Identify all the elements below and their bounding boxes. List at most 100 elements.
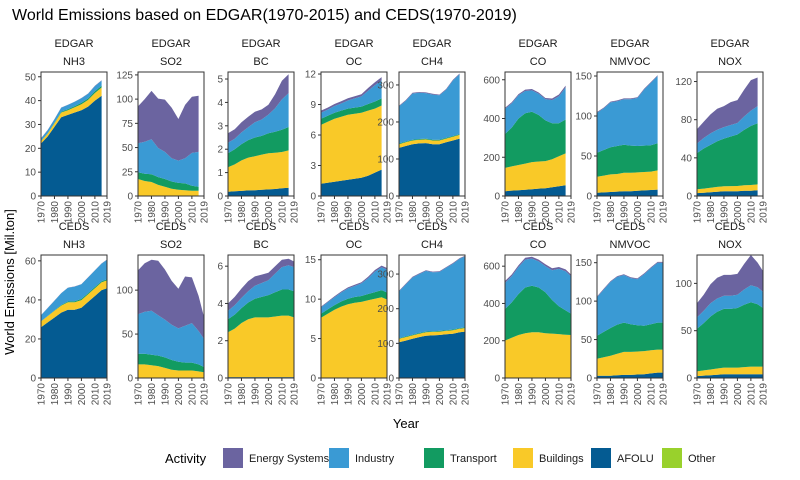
panel-border [596,254,664,379]
legend-label-energy-systems: Energy Systems [249,453,330,465]
area-buildings [505,153,566,192]
x-tick-label: 2019 [383,201,394,224]
x-tick-label: 1990 [619,201,630,224]
x-axis-label: Year [393,416,420,431]
facet-pollutant-label: NH3 [63,239,85,251]
y-tick-label: 9 [310,100,316,111]
y-tick-label: 0 [30,374,36,385]
x-tick-label: 2019 [290,383,301,406]
facet-source-label: CEDS [715,221,746,233]
x-tick-label: 2010 [277,201,288,224]
y-tick-label: 100 [575,112,592,123]
y-tick-label: 60 [25,256,37,267]
x-tick-label: 2000 [77,383,88,406]
area-afolu [505,185,566,196]
y-tick-label: 120 [675,77,692,88]
x-tick-label: 1990 [527,201,538,224]
area-buildings [138,179,199,196]
x-tick-label: 2000 [77,201,88,224]
y-tick-label: 4 [217,98,223,109]
x-tick-label: 2019 [659,201,670,224]
area-buildings [697,184,758,194]
x-tick-label: 2010 [646,383,657,406]
legend-title: Activity [165,451,207,466]
area-transport [505,111,566,168]
panel-border [398,254,466,379]
facet-pollutant-label: CO [530,56,547,68]
x-tick-label: 2010 [370,383,381,406]
area-energy-systems [697,77,758,144]
y-tick-label: 20 [25,334,37,345]
panel-border [320,254,388,379]
x-tick-label: 1970 [134,383,145,406]
x-tick-label: 2010 [646,201,657,224]
panel-ceds-nh3: CEDS NH3 0 20 40 60 1970 1980 1990 2000 2010 2019 [25,221,114,405]
area-industry [505,87,566,134]
x-tick-label: 2019 [567,383,578,406]
x-tick-label: 1990 [619,383,630,406]
area-buildings [697,366,763,377]
area-buildings [138,364,204,378]
x-tick-label: 2010 [277,383,288,406]
x-tick-label: 1970 [134,201,145,224]
area-afolu [41,288,107,378]
y-tick-label: 0 [30,192,36,203]
area-transport [321,98,382,125]
y-tick-label: 100 [377,339,394,350]
area-industry [228,93,289,154]
x-tick-label: 2000 [435,201,446,224]
area-industry [399,256,465,339]
area-afolu [399,138,460,196]
panel-border [40,71,108,197]
x-tick-label: 2000 [633,383,644,406]
area-afolu [697,374,763,378]
x-tick-label: 1980 [50,383,61,406]
area-industry [697,106,758,154]
legend-swatch-other [662,448,682,468]
y-tick-label: 0 [586,374,592,385]
x-tick-label: 1990 [421,201,432,224]
area-transport [399,134,460,145]
y-tick-label: 5 [310,334,316,345]
x-tick-label: 1980 [514,383,525,406]
area-buildings [597,349,663,376]
legend-label-transport: Transport [450,453,497,465]
x-tick-label: 2019 [759,383,770,406]
area-industry [697,285,763,329]
y-tick-label: 50 [581,335,593,346]
y-tick-label: 0 [586,192,592,203]
x-tick-label: 2019 [461,383,472,406]
y-tick-label: 400 [483,299,500,310]
x-tick-label: 1990 [719,383,730,406]
x-tick-label: 2010 [448,383,459,406]
y-tick-label: 100 [675,279,692,290]
facet-pollutant-label: SO2 [160,239,182,251]
x-tick-label: 1970 [395,383,406,406]
panel-border [398,71,466,197]
x-tick-label: 1970 [395,201,406,224]
x-tick-label: 1990 [421,383,432,406]
y-tick-label: 0 [217,192,223,203]
y-tick-label: 150 [575,72,592,83]
area-industry [138,139,199,187]
facet-pollutant-label: NOX [718,239,743,251]
area-industry [228,265,294,320]
y-tick-label: 200 [377,304,394,315]
panel-border [227,254,295,379]
x-tick-label: 2000 [541,383,552,406]
x-tick-label: 1970 [501,383,512,406]
area-energy-systems [399,255,465,292]
y-tick-label: 125 [116,70,133,81]
y-tick-label: 25 [122,167,134,178]
y-tick-label: 15 [305,255,317,266]
panel-ceds-so2: CEDS SO2 0 50 100 1970 1980 1990 2000 2010 2019 [116,221,210,405]
area-industry [321,80,382,119]
panel-border [320,71,388,197]
y-tick-label: 20 [25,144,37,155]
panel-border [504,71,572,197]
x-tick-label: 1970 [224,201,235,224]
x-tick-label: 2010 [746,383,757,406]
facet-source-label: EDGAR [334,38,373,50]
facet-source-label: CEDS [523,221,554,233]
